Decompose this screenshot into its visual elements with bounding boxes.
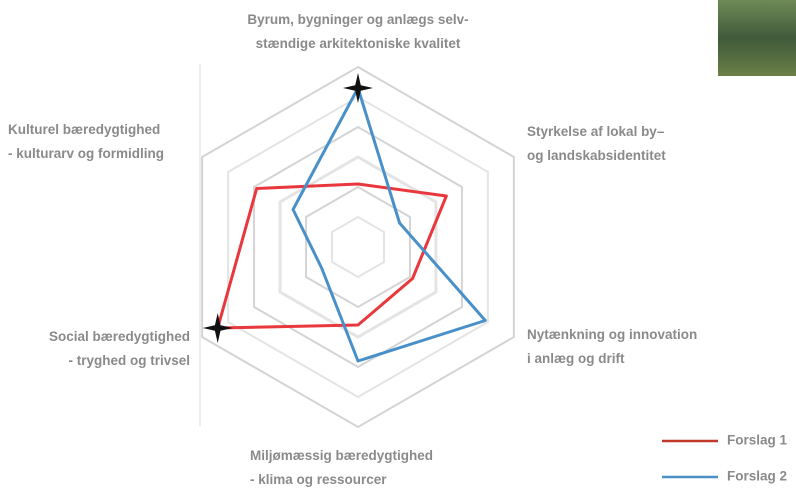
- grid-ring: [332, 217, 384, 277]
- axis-label: Kulturel bæredygtighed - kulturarv og fo…: [8, 118, 208, 166]
- grid-ring: [228, 97, 488, 397]
- grid-ring: [202, 67, 514, 427]
- photo: [718, 0, 796, 76]
- page: Forslag 1 Forslag 2 Byrum, bygninger og a…: [0, 0, 796, 491]
- chart: Forslag 1 Forslag 2: [0, 0, 796, 491]
- legend-label: Forslag 2: [727, 469, 787, 484]
- axis-label: Nytænkning og innovation i anlæg og drif…: [527, 323, 747, 371]
- axis-label: Styrkelse af lokal by– og landskabsident…: [527, 120, 727, 168]
- axis-label: Byrum, bygninger og anlægs selv- stændig…: [208, 8, 508, 56]
- legend-label: Forslag 1: [727, 433, 788, 448]
- axis-label: Social bæredygtighed - tryghed og trivse…: [10, 325, 190, 373]
- grid-ring: [254, 127, 462, 367]
- axis-label: Miljømæssig bæredygtighed - klima og res…: [250, 444, 490, 491]
- max-marker: [343, 73, 373, 103]
